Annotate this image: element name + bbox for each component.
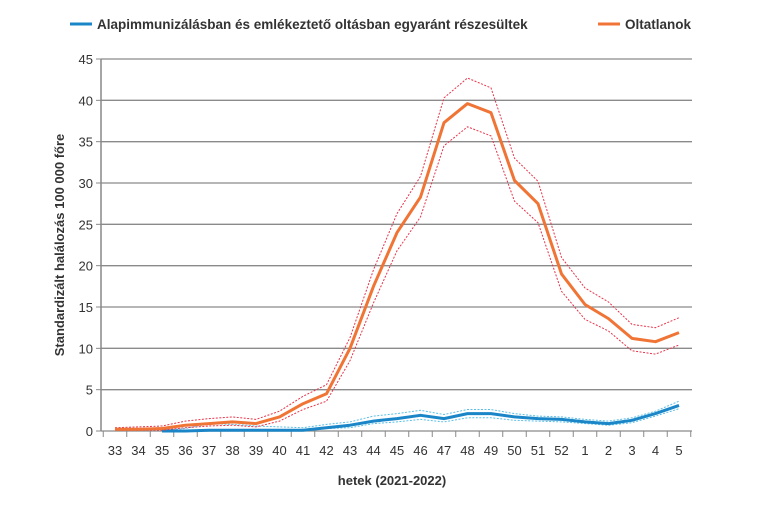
y-tick-label: 5: [86, 383, 93, 398]
ci-lower-line-unvaccinated: [115, 126, 680, 431]
x-tick-label: 37: [202, 443, 216, 458]
x-tick-label: 34: [131, 443, 145, 458]
y-tick-label: 35: [79, 135, 93, 150]
legend-label-unvaccinated: Oltatlanok: [625, 17, 692, 32]
y-axis-label: Standardizált halálozás 100 000 főre: [52, 134, 67, 357]
x-tick-label: 41: [296, 443, 310, 458]
ci-upper-line-vaccinated: [161, 400, 680, 431]
series-line-vaccinated: [162, 403, 680, 433]
x-tick-label: 5: [675, 443, 682, 458]
x-tick-label: 52: [554, 443, 568, 458]
x-tick-label: 46: [413, 443, 427, 458]
x-axis-ticks: 33 34 35 36 37 38 39 40 41 42 43 44 45 46 47 48 49 50 51 52…: [102, 431, 692, 458]
x-axis-label: hetek (2021-2022): [338, 473, 446, 488]
x-tick-label: 35: [155, 443, 169, 458]
x-tick-label: 42: [319, 443, 333, 458]
y-tick-label: 15: [79, 300, 93, 315]
series-line-unvaccinated: [115, 102, 680, 431]
x-tick-label: 48: [460, 443, 474, 458]
x-tick-label: 44: [366, 443, 380, 458]
x-tick-label: 43: [343, 443, 357, 458]
x-tick-label: 2: [605, 443, 612, 458]
x-tick-label: 50: [507, 443, 521, 458]
y-tick-label: 10: [79, 341, 93, 356]
y-axis-ticks: 0 5 10 15 20 25 30 35 40 45: [79, 52, 101, 439]
x-tick-label: 4: [652, 443, 659, 458]
series-lines: [114, 77, 680, 433]
legend: Alapimmunizálásban és emlékeztető oltásb…: [70, 17, 692, 32]
x-tick-label: 40: [272, 443, 286, 458]
ci-lower-line-vaccinated: [162, 408, 680, 432]
x-tick-label: 45: [390, 443, 404, 458]
y-tick-label: 45: [79, 52, 93, 67]
x-tick-label: 51: [531, 443, 545, 458]
y-tick-label: 0: [86, 424, 93, 439]
x-tick-label: 3: [628, 443, 635, 458]
x-tick-label: 47: [437, 443, 451, 458]
gridlines: [101, 58, 692, 432]
x-tick-label: 38: [225, 443, 239, 458]
y-tick-label: 20: [79, 259, 93, 274]
x-tick-label: 36: [178, 443, 192, 458]
x-tick-label: 49: [484, 443, 498, 458]
y-tick-label: 30: [79, 176, 93, 191]
x-tick-label: 1: [581, 443, 588, 458]
x-tick-label: 33: [108, 443, 122, 458]
ci-upper-line-unvaccinated: [114, 77, 680, 429]
y-tick-label: 40: [79, 93, 93, 108]
y-tick-label: 25: [79, 217, 93, 232]
x-tick-label: 39: [249, 443, 263, 458]
legend-label-vaccinated: Alapimmunizálásban és emlékeztető oltásb…: [97, 17, 528, 32]
